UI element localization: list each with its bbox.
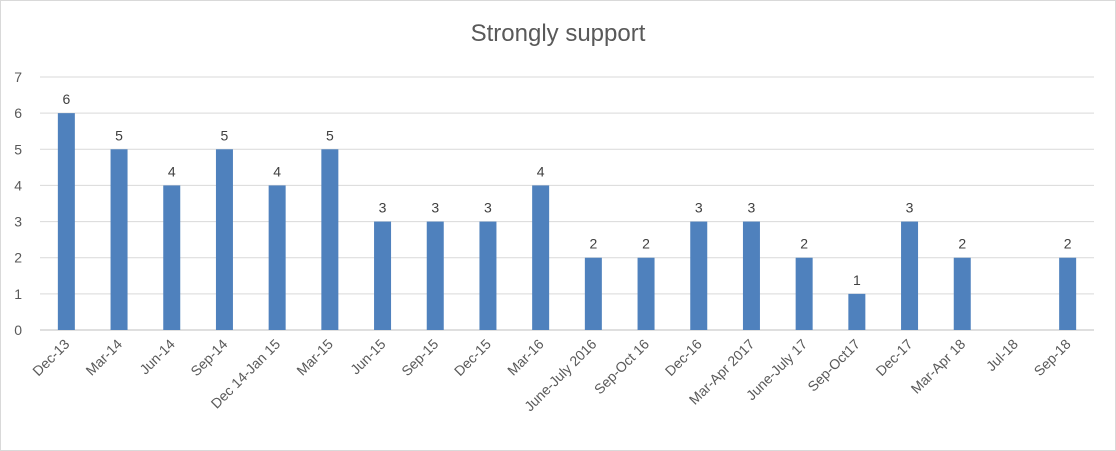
bar — [1059, 257, 1077, 330]
data-label: 2 — [1064, 236, 1072, 252]
bar — [795, 257, 813, 330]
y-tick-label: 0 — [14, 322, 22, 338]
x-tick-label: Dec-13 — [29, 336, 72, 379]
data-label: 5 — [326, 127, 334, 143]
data-label: 4 — [537, 163, 545, 179]
x-tick-label: Dec-16 — [662, 336, 705, 379]
bar — [584, 257, 602, 330]
bar — [742, 221, 760, 330]
bar — [426, 221, 444, 330]
y-tick-label: 5 — [14, 141, 22, 157]
data-label: 3 — [484, 200, 492, 216]
x-tick-label: Dec-17 — [872, 336, 915, 379]
x-tick-label: Sep-Oct17 — [804, 336, 863, 395]
y-tick-label: 1 — [14, 286, 22, 302]
data-label: 4 — [273, 163, 281, 179]
data-label: 1 — [853, 272, 861, 288]
data-label: 3 — [431, 200, 439, 216]
chart-title: Strongly support — [470, 20, 646, 47]
bar — [479, 221, 497, 330]
bar — [637, 257, 655, 330]
bar — [374, 221, 392, 330]
bar — [848, 293, 866, 330]
x-tick-label: Mar-15 — [293, 336, 336, 379]
y-tick-label: 6 — [14, 105, 22, 121]
y-tick-label: 4 — [14, 177, 22, 193]
data-label: 5 — [221, 127, 229, 143]
data-label: 6 — [62, 91, 70, 107]
x-tick-label: Mar-14 — [82, 336, 125, 379]
data-label: 3 — [748, 200, 756, 216]
data-label: 3 — [379, 200, 387, 216]
x-tick-label: Jul-18 — [983, 336, 1021, 374]
bar — [532, 185, 550, 330]
data-label: 2 — [642, 236, 650, 252]
x-tick-label: Dec-15 — [451, 336, 494, 379]
bar — [268, 185, 286, 330]
bar — [321, 149, 339, 330]
x-tick-label: Sep-15 — [398, 336, 441, 379]
x-tick-label: Sep-Oct 16 — [591, 336, 653, 398]
bar — [953, 257, 971, 330]
data-label: 5 — [115, 127, 123, 143]
bar — [690, 221, 708, 330]
y-tick-label: 7 — [14, 69, 22, 85]
x-tick-label: Jun-14 — [136, 336, 178, 378]
data-label: 2 — [589, 236, 597, 252]
x-tick-label: Mar-16 — [504, 336, 547, 379]
bar — [110, 149, 128, 330]
bar — [901, 221, 919, 330]
x-tick-label: Mar-Apr 18 — [908, 336, 969, 397]
data-label: 2 — [800, 236, 808, 252]
data-label: 2 — [958, 236, 966, 252]
data-label: 3 — [695, 200, 703, 216]
data-label: 4 — [168, 163, 176, 179]
x-tick-label: Jun-15 — [347, 336, 389, 378]
bar — [163, 185, 181, 330]
bar — [57, 113, 75, 331]
y-tick-label: 2 — [14, 250, 22, 266]
bar — [215, 149, 233, 330]
y-tick-label: 3 — [14, 214, 22, 230]
x-tick-label: Sep-18 — [1031, 336, 1074, 379]
x-tick-label: Sep-14 — [187, 336, 230, 379]
data-label: 3 — [906, 200, 914, 216]
